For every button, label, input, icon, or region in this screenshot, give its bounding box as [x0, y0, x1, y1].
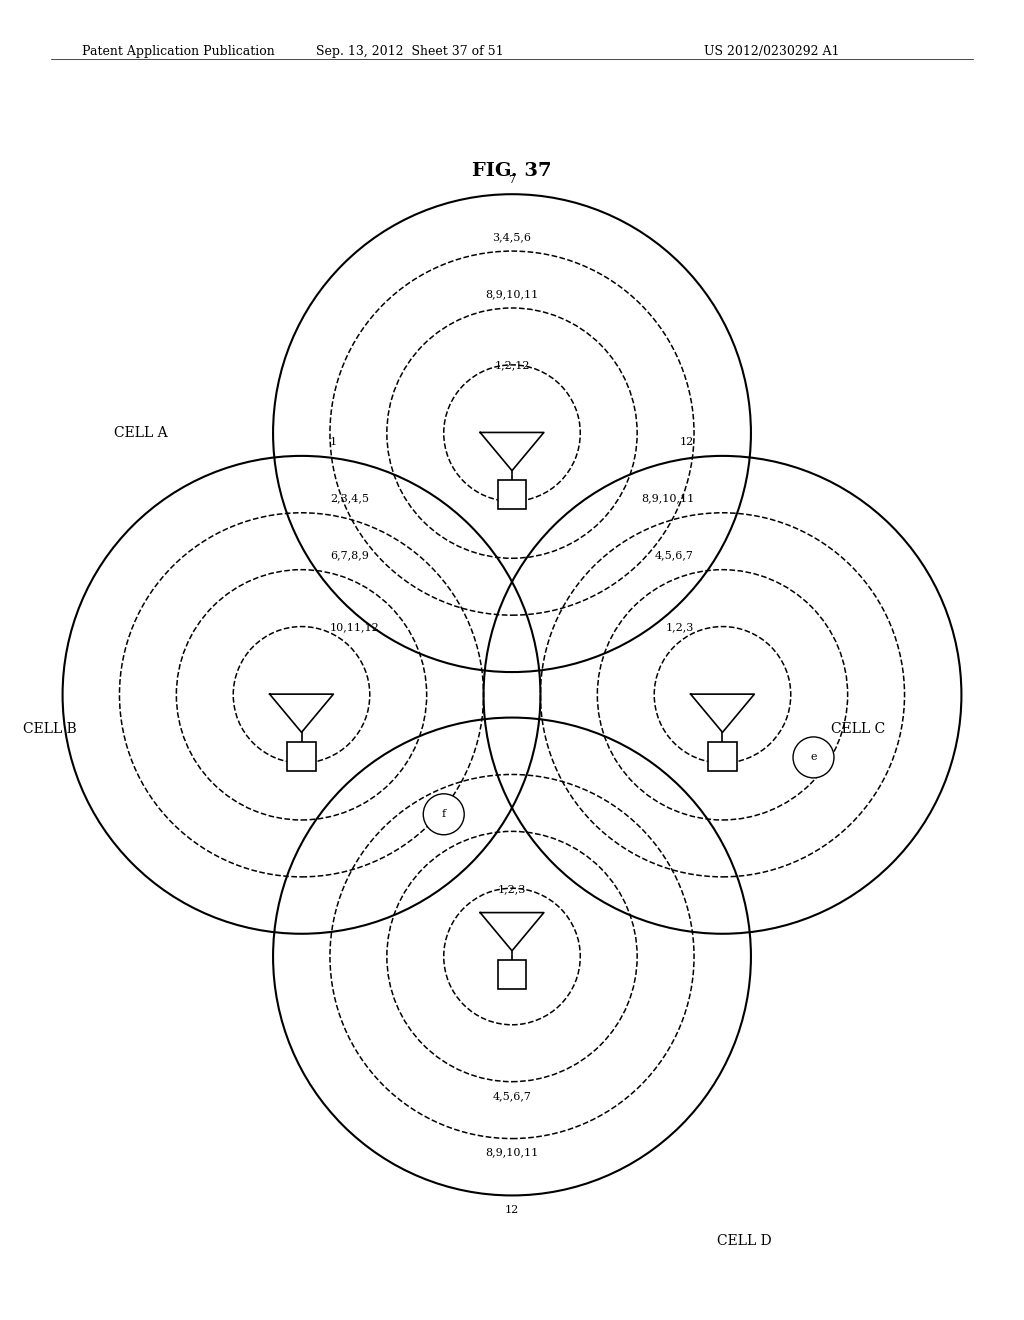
Text: 6,7,8,9: 6,7,8,9 [330, 550, 369, 561]
Text: US 2012/0230292 A1: US 2012/0230292 A1 [705, 45, 840, 58]
Text: FIG. 37: FIG. 37 [472, 162, 552, 181]
Text: CELL A: CELL A [114, 426, 167, 440]
Text: Patent Application Publication: Patent Application Publication [82, 45, 274, 58]
Text: CELL C: CELL C [830, 722, 885, 737]
Text: CELL D: CELL D [717, 1234, 771, 1247]
Text: 3,4,5,6: 3,4,5,6 [493, 232, 531, 242]
Text: 2,3,4,5: 2,3,4,5 [330, 494, 369, 504]
Text: e: e [810, 752, 817, 763]
Text: f: f [441, 809, 445, 820]
Text: 10,11,12: 10,11,12 [330, 622, 380, 632]
Text: 8,9,10,11: 8,9,10,11 [641, 494, 694, 504]
Text: 1,2,3: 1,2,3 [666, 622, 694, 632]
Text: 1: 1 [330, 437, 337, 446]
Text: CELL B: CELL B [23, 722, 77, 737]
Text: 12: 12 [505, 1205, 519, 1214]
Text: 1,2,3: 1,2,3 [498, 884, 526, 894]
Text: 8,9,10,11: 8,9,10,11 [485, 1147, 539, 1158]
Text: 7: 7 [509, 176, 515, 185]
Bar [498, 961, 526, 989]
Text: 12: 12 [680, 437, 694, 446]
Bar [709, 742, 737, 771]
Circle shape [423, 793, 464, 834]
Text: 1,2,12: 1,2,12 [495, 360, 529, 371]
Text: Sep. 13, 2012  Sheet 37 of 51: Sep. 13, 2012 Sheet 37 of 51 [315, 45, 504, 58]
Circle shape [793, 737, 834, 777]
Text: 8,9,10,11: 8,9,10,11 [485, 289, 539, 298]
Text: 4,5,6,7: 4,5,6,7 [493, 1090, 531, 1101]
Bar [287, 742, 315, 771]
Text: 4,5,6,7: 4,5,6,7 [655, 550, 694, 561]
Bar [498, 480, 526, 510]
